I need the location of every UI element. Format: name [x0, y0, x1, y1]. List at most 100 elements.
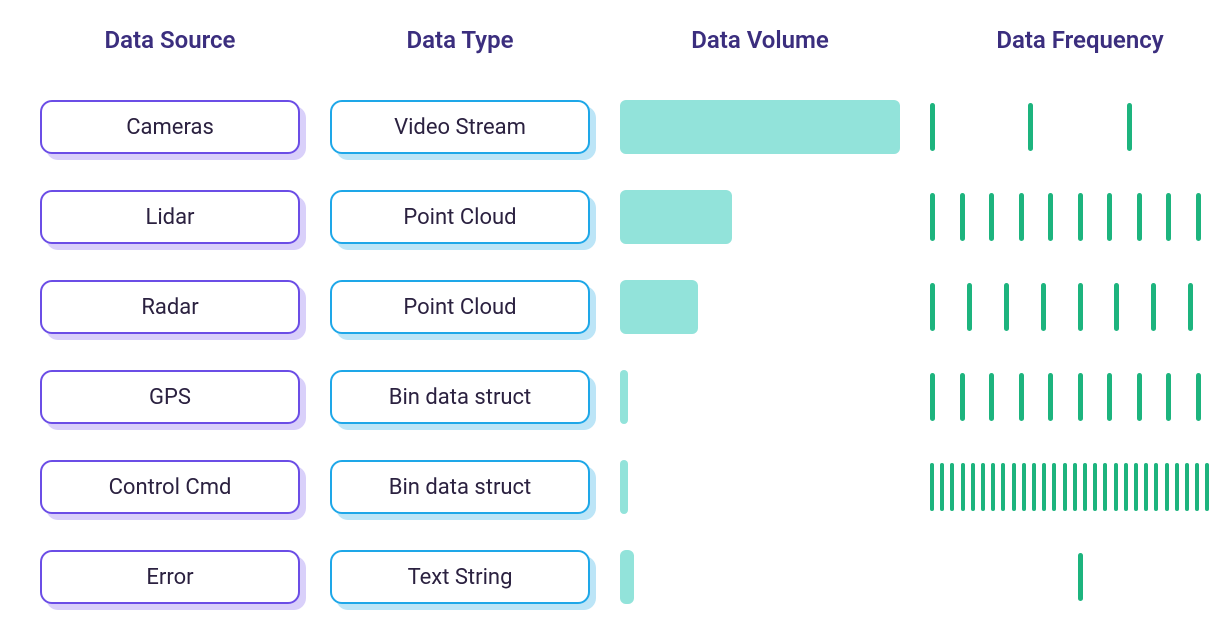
source-pill-label: Cameras: [40, 100, 300, 154]
frequency-tick: [1195, 463, 1199, 511]
source-pill-label: Control Cmd: [40, 460, 300, 514]
volume-cell: [620, 550, 900, 604]
type-pill-label: Bin data struct: [330, 370, 590, 424]
source-pill: Error: [40, 550, 300, 610]
type-pill-label: Text String: [330, 550, 590, 604]
volume-cell: [620, 460, 900, 514]
frequency-tick: [1028, 103, 1033, 151]
volume-cell: [620, 370, 900, 424]
frequency-tick: [1154, 463, 1158, 511]
frequency-tick: [1114, 283, 1119, 331]
frequency-tick: [981, 463, 985, 511]
frequency-tick: [1004, 283, 1009, 331]
frequency-cell: [930, 280, 1209, 334]
frequency-tick: [1052, 463, 1056, 511]
frequency-cell: [930, 100, 1209, 154]
source-pill-label: GPS: [40, 370, 300, 424]
frequency-tick: [1019, 193, 1024, 241]
frequency-tick: [1127, 103, 1132, 151]
frequency-tick: [971, 463, 975, 511]
type-pill-label: Point Cloud: [330, 190, 590, 244]
header-type: Data Type: [330, 20, 590, 60]
volume-cell: [620, 190, 900, 244]
volume-cell: [620, 100, 900, 154]
volume-bar: [620, 190, 732, 244]
frequency-tick: [960, 373, 965, 421]
type-pill: Video Stream: [330, 100, 590, 160]
type-pill: Text String: [330, 550, 590, 610]
frequency-tick: [1107, 373, 1112, 421]
frequency-tick: [1012, 463, 1016, 511]
type-pill-label: Point Cloud: [330, 280, 590, 334]
header-volume: Data Volume: [620, 20, 900, 60]
frequency-tick: [1019, 373, 1024, 421]
frequency-tick: [1114, 463, 1118, 511]
type-pill: Point Cloud: [330, 280, 590, 340]
frequency-tick: [1063, 463, 1067, 511]
source-pill: Lidar: [40, 190, 300, 250]
frequency-tick: [1107, 193, 1112, 241]
frequency-tick: [1048, 193, 1053, 241]
frequency-tick: [1124, 463, 1128, 511]
frequency-tick: [950, 463, 954, 511]
type-pill: Bin data struct: [330, 370, 590, 430]
type-pill: Point Cloud: [330, 190, 590, 250]
frequency-cell: [930, 550, 1209, 604]
frequency-tick: [1001, 463, 1005, 511]
header-frequency: Data Frequency: [930, 20, 1209, 60]
frequency-tick: [1137, 193, 1142, 241]
frequency-tick: [1041, 283, 1046, 331]
frequency-tick: [967, 283, 972, 331]
volume-bar: [620, 370, 628, 424]
frequency-tick: [940, 463, 944, 511]
frequency-tick: [1188, 283, 1193, 331]
frequency-tick: [1078, 193, 1083, 241]
frequency-tick: [1165, 463, 1169, 511]
source-pill-label: Radar: [40, 280, 300, 334]
source-pill: Radar: [40, 280, 300, 340]
frequency-tick: [1078, 283, 1083, 331]
frequency-tick: [1093, 463, 1097, 511]
frequency-tick: [961, 463, 965, 511]
frequency-tick: [1078, 553, 1083, 601]
source-pill-label: Error: [40, 550, 300, 604]
frequency-tick: [1175, 463, 1179, 511]
frequency-tick: [991, 463, 995, 511]
type-pill-label: Bin data struct: [330, 460, 590, 514]
volume-bar: [620, 550, 634, 604]
frequency-cell: [930, 190, 1209, 244]
type-pill-label: Video Stream: [330, 100, 590, 154]
frequency-tick: [1083, 463, 1087, 511]
frequency-tick: [1205, 463, 1209, 511]
frequency-tick: [1137, 373, 1142, 421]
frequency-tick: [1032, 463, 1036, 511]
volume-cell: [620, 280, 900, 334]
frequency-tick: [1185, 463, 1189, 511]
frequency-tick: [930, 193, 935, 241]
frequency-tick: [1196, 193, 1201, 241]
volume-bar: [620, 100, 900, 154]
type-pill: Bin data struct: [330, 460, 590, 520]
frequency-tick: [930, 103, 935, 151]
source-pill: GPS: [40, 370, 300, 430]
frequency-tick: [1134, 463, 1138, 511]
frequency-tick: [1078, 373, 1083, 421]
frequency-tick: [1144, 463, 1148, 511]
frequency-tick: [960, 193, 965, 241]
frequency-tick: [930, 283, 935, 331]
frequency-tick: [1022, 463, 1026, 511]
volume-bar: [620, 280, 698, 334]
frequency-cell: [930, 370, 1209, 424]
frequency-tick: [1042, 463, 1046, 511]
frequency-tick: [989, 373, 994, 421]
header-source: Data Source: [40, 20, 300, 60]
frequency-tick: [930, 373, 935, 421]
source-pill: Cameras: [40, 100, 300, 160]
data-characteristics-grid: Data Source Data Type Data Volume Data F…: [40, 20, 1169, 610]
frequency-tick: [930, 463, 934, 511]
frequency-tick: [1073, 463, 1077, 511]
frequency-tick: [1103, 463, 1107, 511]
frequency-tick: [1048, 373, 1053, 421]
frequency-tick: [1166, 373, 1171, 421]
frequency-tick: [989, 193, 994, 241]
